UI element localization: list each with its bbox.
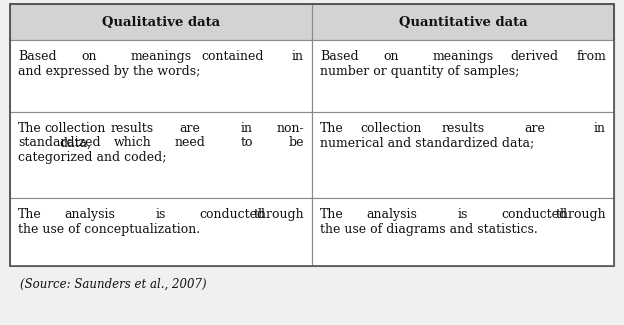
Text: the use of diagrams and statistics.: the use of diagrams and statistics. [320, 223, 538, 236]
Text: derived: derived [510, 50, 558, 63]
Text: analysis: analysis [64, 208, 115, 221]
Bar [10, 40, 312, 112]
Text: from: from [576, 50, 606, 63]
Text: in: in [241, 122, 253, 135]
Text: analysis: analysis [366, 208, 417, 221]
Text: are: are [524, 122, 545, 135]
Text: Quantitative data: Quantitative data [399, 16, 527, 29]
Text: contained: contained [202, 50, 264, 63]
Text: are: are [179, 122, 200, 135]
Bar [10, 198, 312, 266]
Text: through: through [555, 208, 606, 221]
Text: in: in [594, 122, 606, 135]
Bar [312, 40, 614, 112]
Text: collection: collection [361, 122, 422, 135]
Text: numerical and standardized data;: numerical and standardized data; [320, 136, 534, 150]
Bar [10, 4, 614, 266]
Text: is: is [156, 208, 166, 221]
Text: on: on [82, 50, 97, 63]
Text: meanings: meanings [130, 50, 192, 63]
Bar [312, 4, 614, 40]
Text: (Source: Saunders et al., 2007): (Source: Saunders et al., 2007) [20, 278, 207, 291]
Text: conducted: conducted [502, 208, 568, 221]
Text: Based: Based [320, 50, 359, 63]
Text: number or quantity of samples;: number or quantity of samples; [320, 64, 519, 77]
Text: The: The [18, 122, 42, 135]
Text: data,: data, [59, 136, 91, 150]
Text: categorized and coded;: categorized and coded; [18, 151, 167, 164]
Text: Based: Based [18, 50, 57, 63]
Bar [10, 4, 312, 40]
Text: need: need [174, 136, 205, 150]
Text: collection: collection [44, 122, 106, 135]
Text: non-: non- [276, 122, 304, 135]
Bar [312, 198, 614, 266]
Text: is: is [458, 208, 468, 221]
Text: to: to [240, 136, 253, 150]
Text: the use of conceptualization.: the use of conceptualization. [18, 223, 200, 236]
Text: and expressed by the words;: and expressed by the words; [18, 64, 200, 77]
Text: on: on [384, 50, 399, 63]
Text: through: through [253, 208, 304, 221]
Text: results: results [111, 122, 154, 135]
Bar [312, 112, 614, 198]
Bar [10, 112, 312, 198]
Text: results: results [441, 122, 485, 135]
Text: The: The [320, 122, 344, 135]
Bar [10, 4, 614, 266]
Text: be: be [288, 136, 304, 150]
Text: meanings: meanings [432, 50, 494, 63]
Text: The: The [18, 208, 42, 221]
Text: The: The [320, 208, 344, 221]
Text: in: in [292, 50, 304, 63]
Text: standardized: standardized [18, 136, 100, 150]
Text: which: which [114, 136, 151, 150]
Text: conducted: conducted [200, 208, 266, 221]
Text: Qualitative data: Qualitative data [102, 16, 220, 29]
